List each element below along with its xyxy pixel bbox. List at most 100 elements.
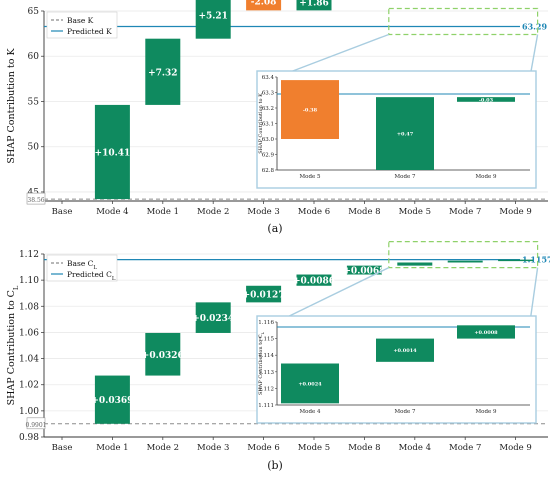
- bar-value-label: +0.0234: [192, 314, 234, 324]
- base-value-label: 38.56: [27, 197, 44, 204]
- y-tick-label: 1.12: [19, 250, 39, 260]
- y-axis-label-main: SHAP Contribution to C: [6, 290, 17, 405]
- bar-value-label: +7.32: [148, 68, 177, 78]
- inset-bar-label: +0.0014: [393, 348, 417, 354]
- legend-frame: [46, 11, 118, 39]
- inset-y-tick-label: 1.112: [258, 386, 274, 392]
- y-tick-label: 1.10: [19, 276, 39, 286]
- y-tick-label: 60: [28, 52, 40, 62]
- bar-value-label: +0.0068: [343, 267, 385, 277]
- y-tick-label: 55: [28, 97, 40, 107]
- panel-label: (b): [267, 459, 283, 472]
- inset-y-tick-label: 63.4: [262, 75, 275, 81]
- inset-bar-label: -0.38: [303, 108, 318, 114]
- inset-bar: [457, 325, 515, 339]
- bar-value-label: +1.86: [299, 0, 328, 8]
- inset: 1.111 1.112 1.113 1.114 1.115 1.116 SHAP Contr…: [256, 266, 539, 424]
- legend-label-sub: L: [93, 265, 97, 271]
- inset-y-tick-label: 63.2: [262, 106, 274, 112]
- chart-panel-2: 0.98 1.00 1.02 1.04 1.06 1.08 1.10 1.12 SHAP Con…: [6, 241, 550, 472]
- inset-x-tick-label: Mode 9: [476, 174, 497, 180]
- x-tick-label: Mode 8: [348, 207, 380, 217]
- chart-panel-1: 4550556065SHAP Contribution to KBaseMode…: [6, 0, 548, 235]
- bar-value-label: +0.0086: [293, 277, 335, 287]
- x-tick-label: Mode 4: [399, 443, 431, 453]
- x-tick-label: Mode 1: [147, 207, 179, 217]
- predicted-value-label: 1.1157: [522, 255, 550, 265]
- legend-label-sub: L: [112, 276, 116, 282]
- bar-value-label: +0.0326: [142, 351, 184, 361]
- inset-y-axis-label: SHAP Contribution to K: [258, 93, 264, 154]
- inset-bar: [457, 97, 515, 102]
- y-tick-label: 50: [28, 143, 40, 153]
- inset-y-axis-label-sub: L: [261, 331, 265, 334]
- y-axis-label-sub: L: [12, 285, 20, 290]
- waterfall-bar: [195, 0, 231, 39]
- inset-connector: [276, 266, 390, 323]
- waterfall-bar: [246, 285, 282, 303]
- bar-value-label: +5.21: [198, 12, 227, 22]
- legend-label: Base CL: [67, 259, 97, 271]
- predicted-value-label: 63.29: [522, 21, 547, 31]
- x-tick-label: Mode 6: [247, 443, 279, 453]
- x-tick-label: Mode 4: [96, 207, 128, 217]
- waterfall-bar: [94, 104, 130, 200]
- inset-y-tick-label: 63.3: [262, 91, 275, 97]
- x-tick-label: Mode 5: [298, 443, 330, 453]
- legend: Base K Predicted K: [46, 11, 118, 39]
- inset-bar: [376, 338, 434, 362]
- inset-y-tick-label: 63.0: [262, 137, 275, 143]
- legend-frame: [46, 254, 118, 282]
- panel-label: (a): [267, 222, 282, 235]
- inset-bar: [281, 363, 339, 404]
- waterfall-bar: [447, 260, 483, 263]
- legend-label-main: Base K: [67, 16, 94, 25]
- x-tick-label: Mode 6: [298, 207, 330, 217]
- waterfall-bar: [296, 274, 332, 286]
- inset-y-tick-label: 1.114: [258, 353, 274, 359]
- inset-bar: [376, 97, 434, 170]
- waterfall-bar: [296, 0, 332, 11]
- inset-y-tick-label: 1.115: [258, 337, 274, 343]
- waterfall-bar: [498, 259, 534, 262]
- inset-bar-label: +0.0008: [474, 330, 498, 336]
- y-tick-label: 1.02: [19, 381, 39, 391]
- inset-bar-label: +0.47: [397, 132, 414, 138]
- legend-label-main: Predicted K: [67, 27, 112, 36]
- base-value-label: 0.9901: [26, 422, 47, 429]
- waterfall-bar: [145, 38, 181, 105]
- bar-value-label: -2.08: [251, 0, 277, 7]
- inset-connector: [529, 267, 539, 323]
- inset-y-axis-label: SHAP Contribution to CL: [258, 331, 265, 395]
- inset-x-tick-label: Mode 7: [395, 409, 416, 415]
- inset-bar: [281, 80, 339, 139]
- waterfall-bar: [246, 0, 282, 11]
- bar-value-label: +0.0127: [243, 291, 285, 301]
- bar-value-label: +10.41: [95, 149, 131, 159]
- y-axis-label: SHAP Contribution to CL: [6, 285, 20, 405]
- y-tick-label: 1.06: [19, 328, 39, 338]
- legend-label: Base K: [67, 16, 94, 25]
- waterfall-bar: [145, 332, 181, 376]
- inset-x-tick-label: Mode 5: [300, 174, 321, 180]
- inset-y-tick-label: 1.113: [258, 370, 274, 376]
- inset-y-axis-label-main: SHAP Contribution to K: [258, 93, 264, 154]
- inset-connector: [529, 34, 539, 78]
- y-tick-label: 1.04: [19, 355, 39, 365]
- y-tick-label: 0.98: [19, 433, 39, 443]
- y-tick-label: 1.08: [19, 302, 39, 312]
- x-tick-label: Mode 7: [449, 207, 481, 217]
- y-axis-label-main: SHAP Contribution to K: [6, 48, 17, 164]
- inset-y-tick-label: 1.111: [258, 403, 274, 409]
- zoom-box: [388, 7, 539, 36]
- x-tick-label: Mode 8: [348, 443, 380, 453]
- legend-label-main: Base C: [67, 259, 94, 268]
- inset-x-tick-label: Mode 9: [476, 409, 497, 415]
- x-tick-label: Base: [52, 443, 73, 453]
- base-value-box: [26, 417, 46, 430]
- waterfall-bar: [397, 262, 433, 266]
- x-tick-label: Mode 2: [147, 443, 179, 453]
- bar-value-label: +0.0369: [91, 396, 133, 406]
- inset-y-axis-label-main: SHAP Contribution to C: [258, 334, 264, 395]
